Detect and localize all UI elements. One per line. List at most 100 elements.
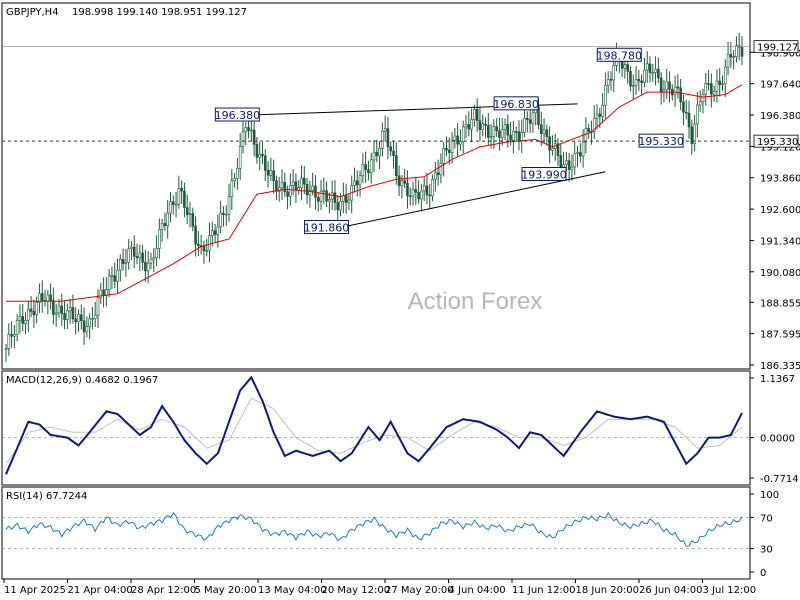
candle-body [500, 129, 504, 138]
price-tag-label: 199.127 [757, 43, 798, 54]
candle-body [316, 197, 320, 202]
candle-body [96, 297, 100, 316]
candle-body [601, 104, 604, 117]
candle-body [707, 83, 710, 85]
price-tick-label: 187.595 [760, 330, 800, 341]
candle-body [258, 154, 261, 158]
swing-label-box [521, 166, 567, 181]
candle-body [383, 128, 387, 132]
candle-body [71, 307, 75, 320]
candle-body [130, 246, 133, 250]
candle-body [612, 65, 616, 81]
x-tick-label: 28 Apr 12:00 [131, 585, 196, 596]
candle-body [252, 129, 256, 145]
candle-body [473, 109, 476, 120]
candle-body [381, 130, 384, 149]
candle-body [180, 188, 183, 192]
macd-pane-frame [1, 370, 751, 486]
candle-body [152, 257, 156, 260]
candle-body [523, 117, 526, 133]
candle-body [364, 164, 367, 170]
candle-body [710, 83, 713, 95]
candle-body [158, 228, 161, 249]
candle-body [219, 213, 222, 228]
candle-body [439, 163, 443, 176]
candle-body [138, 252, 142, 259]
candle-body [255, 144, 259, 158]
candle-body [202, 245, 206, 252]
candle-body [261, 154, 264, 157]
candle-body [275, 180, 278, 192]
rsi-pane: 100 70 30 0 [2, 490, 779, 579]
price-tick-label: 195.120 [760, 142, 800, 153]
candle-body [372, 151, 376, 161]
candle-body [107, 275, 111, 290]
candle-body [461, 126, 465, 142]
price-tag-box [753, 40, 799, 54]
candle-body [587, 128, 590, 132]
candle-body [629, 71, 632, 87]
price-pane: 198.900 197.640 196.380 195.120 193.860 192.6… [2, 32, 800, 372]
candle-body [436, 172, 440, 176]
rsi-tick-label: 100 [760, 490, 779, 501]
price-tick-label: 190.080 [760, 268, 800, 279]
x-tick-label: 18 Jun 20:00 [576, 585, 640, 596]
candle-body [358, 175, 362, 186]
candle-body [442, 148, 445, 164]
candle-body [144, 261, 147, 272]
candle-body [406, 182, 409, 197]
candle-body [584, 128, 588, 143]
candle-body [648, 63, 652, 73]
candle-body [428, 194, 432, 197]
candle-body [57, 305, 61, 314]
candle-body [445, 148, 448, 151]
candle-body [289, 185, 292, 197]
candle-body [35, 302, 38, 316]
candle-body [478, 120, 482, 130]
rsi-tick-label: 70 [760, 513, 773, 524]
candle-body [32, 311, 36, 316]
candle-body [300, 177, 303, 189]
candle-body [91, 318, 94, 320]
price-tag-label: 195.330 [757, 137, 798, 148]
candle-body [183, 190, 186, 208]
candle-body [637, 79, 641, 82]
swing-label-box [304, 220, 350, 235]
candle-body [592, 117, 596, 132]
candle-body [392, 150, 395, 156]
price-pane-frame [1, 2, 751, 370]
candle-body [141, 252, 144, 263]
candle-body [88, 318, 91, 327]
candle-body [698, 101, 702, 106]
price-tick-label: 186.335 [760, 361, 800, 372]
candle-body [492, 126, 496, 137]
candle-body [411, 189, 415, 197]
candle-body [291, 181, 295, 186]
x-tick-label: 3 Jul 12:00 [703, 585, 757, 596]
candle-body [216, 226, 220, 235]
candle-body [68, 307, 72, 312]
candle-body [470, 119, 473, 130]
candle-body [495, 126, 498, 132]
candle-body [640, 80, 643, 83]
candle-body [355, 180, 359, 186]
candle-body [512, 131, 515, 141]
candle-body [654, 68, 657, 73]
candle-body [233, 178, 236, 181]
price-tick-label: 197.640 [760, 80, 800, 91]
candle-body [325, 190, 328, 202]
rsi-tick-label: 0 [760, 568, 766, 579]
candle-body [684, 111, 688, 114]
candle-body [503, 124, 507, 131]
candle-body [539, 124, 543, 134]
candle-body [726, 54, 730, 68]
candle-body [598, 113, 602, 117]
candle-body [467, 124, 471, 130]
candle-body [687, 112, 691, 128]
candle-body [701, 93, 705, 103]
candle-body [191, 213, 195, 227]
swing-label: 196.380 [215, 109, 261, 122]
candle-body [166, 212, 169, 227]
macd-tick-label: 0.0000 [760, 434, 795, 445]
macd-title: MACD(12,26,9) 0.4682 0.1967 [6, 375, 158, 386]
